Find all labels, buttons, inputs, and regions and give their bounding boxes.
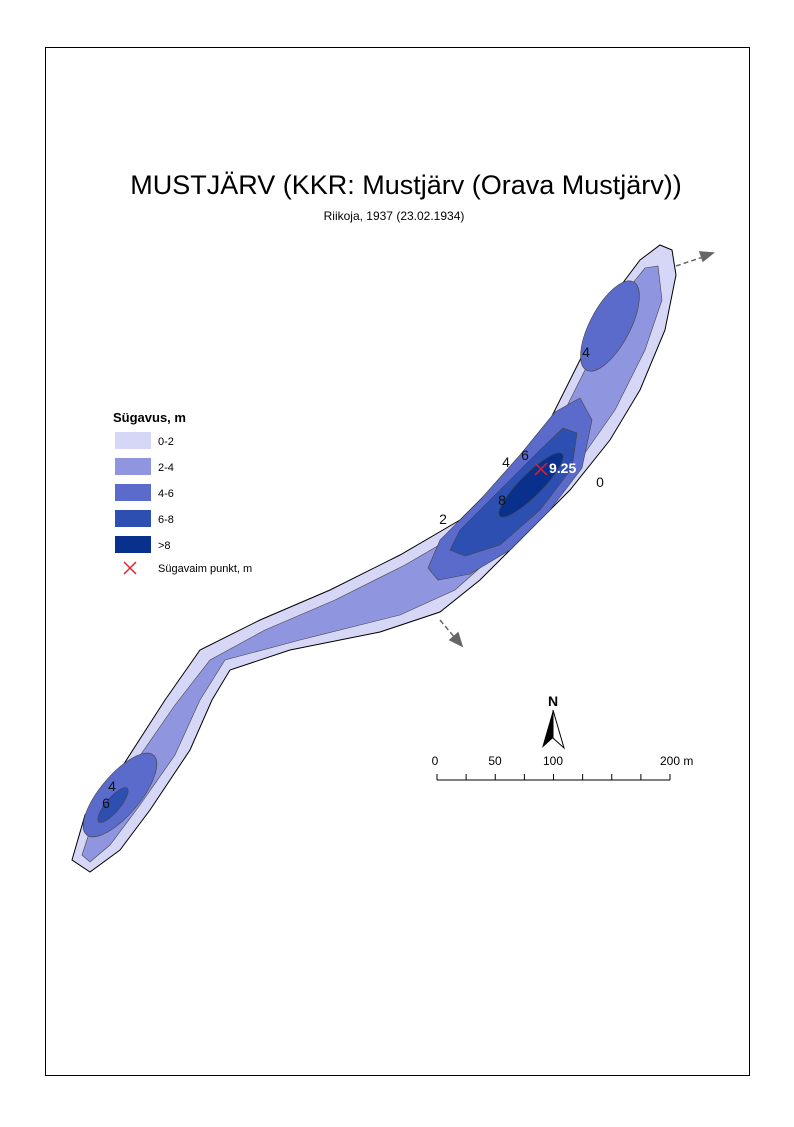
legend-label: 0-2 — [158, 436, 174, 448]
depth-over-8 — [498, 452, 564, 518]
scale-label: 0 — [432, 754, 439, 768]
legend-swatch — [115, 484, 151, 501]
north-arrow: N — [542, 693, 565, 750]
scale-label: 200 m — [660, 754, 693, 768]
deepest-marker — [534, 462, 548, 476]
contour-label: 2 — [439, 511, 447, 527]
legend-label: 4-6 — [158, 488, 174, 500]
outflow — [675, 256, 704, 267]
lake — [71, 244, 677, 873]
legend-deepest-label: Sügavaim punkt, m — [158, 563, 252, 575]
depth-6-8-area — [97, 787, 129, 823]
depth-4-6-area — [580, 280, 640, 372]
subtitle: Riikoja, 1937 (23.02.1934) — [324, 209, 465, 223]
scale-label: 50 — [488, 754, 502, 768]
legend-swatch — [115, 536, 151, 553]
deepest-value: 9.25 — [549, 460, 576, 476]
legend-label: 6-8 — [158, 514, 174, 526]
arrow-head — [698, 251, 715, 263]
north-arrow-left — [542, 710, 553, 748]
contour-label: 4 — [108, 778, 116, 794]
scale-label: 100 — [543, 754, 563, 768]
north-label: N — [548, 693, 558, 709]
title: MUSTJÄRV (KKR: Mustjärv (Orava Mustjärv)… — [130, 170, 682, 200]
contour-label: 6 — [521, 447, 529, 463]
contour-label: 6 — [102, 795, 110, 811]
arrow-head — [448, 631, 464, 648]
deepest-point: 9.25 — [534, 460, 576, 476]
legend-swatch — [115, 510, 151, 527]
legend-label: 2-4 — [158, 462, 174, 474]
contour-label: 0 — [596, 474, 604, 490]
inflow — [439, 619, 456, 639]
contour-label: 4 — [582, 344, 590, 360]
north-arrow-right — [552, 709, 565, 750]
flow-arrows — [439, 251, 715, 648]
legend-swatch — [115, 458, 151, 475]
legend-deepest-marker — [123, 561, 137, 575]
legend-label: >8 — [158, 540, 171, 552]
scale-bar: 0 50 100 200 m — [432, 754, 693, 781]
contour-label: 4 — [502, 454, 510, 470]
legend-swatch — [115, 432, 151, 449]
legend: Sügavus, m Sügavaim punkt, m 0-2 2-4 4-6 6-… — [113, 410, 252, 575]
legend-title: Sügavus, m — [113, 410, 186, 425]
contour-label: 8 — [498, 492, 506, 508]
